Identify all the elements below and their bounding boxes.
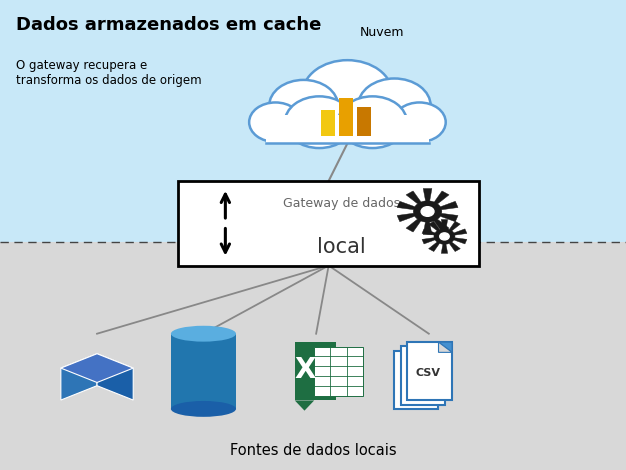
FancyBboxPatch shape — [401, 346, 445, 405]
Circle shape — [358, 78, 431, 133]
FancyBboxPatch shape — [394, 351, 438, 409]
FancyBboxPatch shape — [0, 242, 626, 470]
Circle shape — [338, 96, 407, 148]
Text: local: local — [317, 237, 366, 257]
Polygon shape — [432, 346, 445, 357]
FancyBboxPatch shape — [321, 110, 335, 136]
FancyBboxPatch shape — [178, 181, 479, 266]
FancyBboxPatch shape — [339, 98, 353, 136]
Text: Gateway de dados: Gateway de dados — [282, 197, 400, 211]
Circle shape — [421, 207, 434, 216]
Polygon shape — [397, 188, 458, 235]
Text: CSV: CSV — [416, 368, 441, 378]
Polygon shape — [424, 351, 438, 361]
Circle shape — [439, 233, 449, 240]
Polygon shape — [439, 342, 452, 352]
Ellipse shape — [171, 401, 236, 417]
Polygon shape — [61, 354, 97, 400]
Polygon shape — [61, 354, 133, 383]
Circle shape — [302, 60, 393, 128]
Circle shape — [285, 96, 354, 148]
FancyBboxPatch shape — [0, 0, 626, 242]
FancyBboxPatch shape — [266, 115, 429, 143]
Circle shape — [249, 102, 302, 142]
FancyBboxPatch shape — [357, 107, 371, 136]
Polygon shape — [171, 334, 236, 409]
Circle shape — [269, 80, 338, 132]
Text: Dados armazenados em cache: Dados armazenados em cache — [16, 16, 321, 34]
Text: O gateway recupera e
transforma os dados de origem: O gateway recupera e transforma os dados… — [16, 59, 202, 87]
Polygon shape — [439, 342, 452, 352]
Circle shape — [393, 102, 446, 142]
Polygon shape — [295, 400, 314, 411]
Text: Fontes de dados locais: Fontes de dados locais — [230, 443, 396, 458]
Polygon shape — [432, 346, 445, 357]
FancyBboxPatch shape — [295, 342, 336, 400]
Text: Nuvem: Nuvem — [360, 26, 404, 39]
Polygon shape — [424, 351, 438, 361]
Polygon shape — [422, 219, 467, 253]
Ellipse shape — [171, 326, 236, 342]
FancyBboxPatch shape — [314, 346, 362, 396]
FancyBboxPatch shape — [408, 342, 452, 400]
Text: X: X — [295, 356, 316, 384]
Polygon shape — [97, 354, 133, 400]
